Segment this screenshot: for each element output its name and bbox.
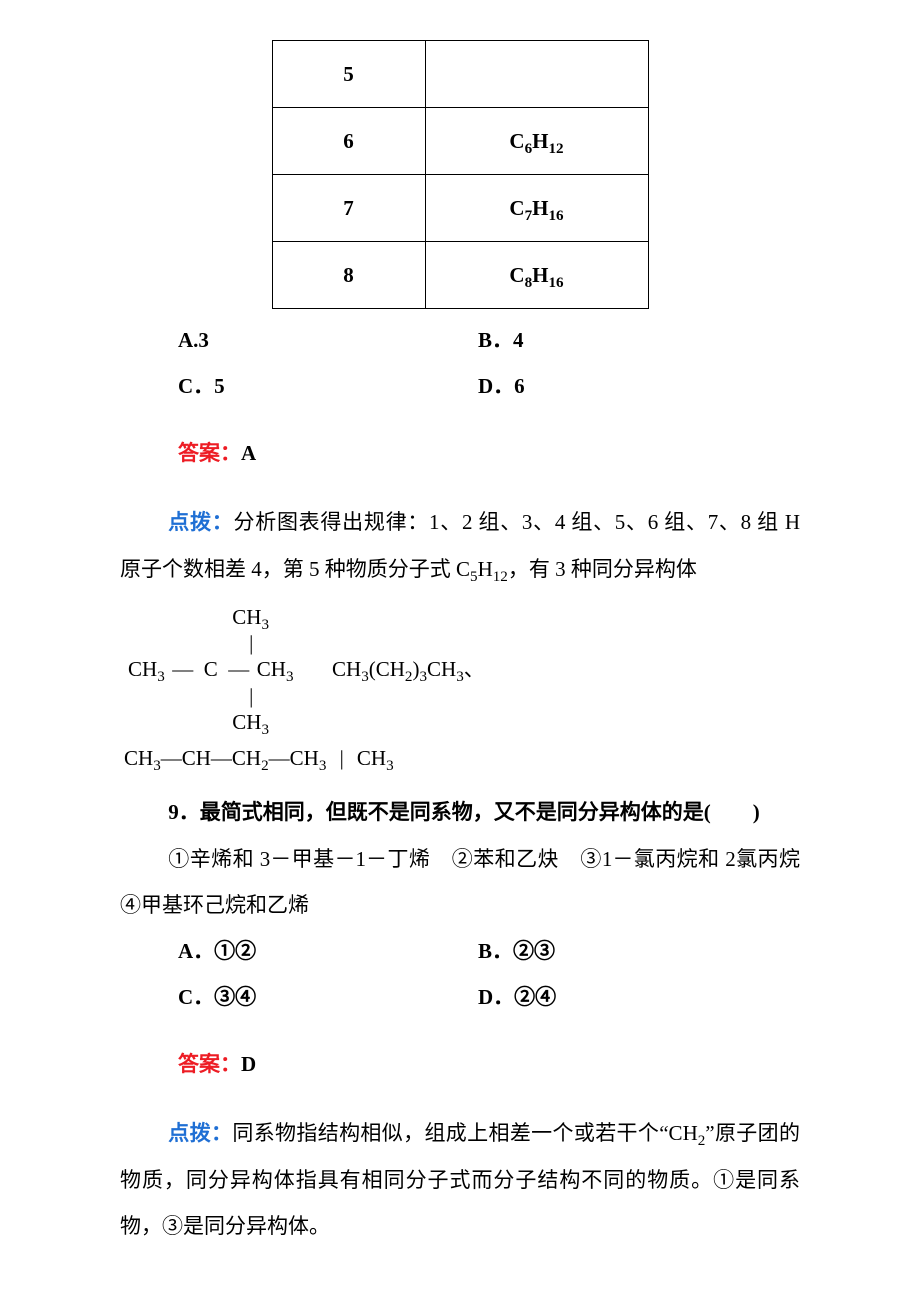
table-cell-formula: C8H16	[425, 242, 648, 309]
q9-opt-a: A．①②	[178, 928, 478, 974]
structural-formula-isopentane: CH3—CH—CH2—CH3 | CH3	[124, 745, 800, 771]
q-table-opt-c: C．5	[178, 363, 478, 409]
q9-opt-b: B．②③	[478, 928, 555, 974]
table-cell-n: 6	[272, 108, 425, 175]
q9-opt-d: D．②④	[478, 974, 556, 1020]
q-table-opt-a: A.3	[178, 317, 478, 363]
q9-options-row2: C．③④ D．②④	[120, 974, 800, 1020]
dianbo-label-2: 点拨：	[168, 1122, 232, 1145]
q9-opt-c: C．③④	[178, 974, 478, 1020]
table-cell-n: 7	[272, 175, 425, 242]
q9-number: 9．	[168, 800, 200, 824]
answer-label-2: 答案：	[178, 1053, 241, 1076]
q-table-answer-line: 答案：A	[120, 430, 800, 477]
dianbo-label: 点拨：	[168, 511, 233, 534]
q-table-answer: A	[241, 441, 256, 465]
q-table-options-row1: A.3 B．4	[120, 317, 800, 363]
structural-formula-neopentane: CH3 | CH3—C—CH3 CH3(CH2)3CH3、 | CH3	[128, 604, 800, 735]
q-table-opt-b: B．4	[478, 317, 524, 363]
q9-dianbo: 点拨：同系物指结构相似，组成上相差一个或若干个“CH2”原子团的物质，同分异构体…	[120, 1110, 800, 1250]
q-table-options-row2: C．5 D．6	[120, 363, 800, 409]
q-table-dianbo: 点拨：分析图表得出规律：1、2 组、3、4 组、5、6 组、7、8 组 H 原子…	[120, 499, 800, 592]
answer-label: 答案：	[178, 442, 241, 465]
table-row: 8C8H16	[272, 242, 648, 309]
table-cell-formula: C6H12	[425, 108, 648, 175]
table-row: 7C7H16	[272, 175, 648, 242]
q9-answer: D	[241, 1052, 256, 1076]
q9-stem-text: 最简式相同，但既不是同系物，又不是同分异构体的是( )	[200, 800, 760, 824]
q9-stem: 9．最简式相同，但既不是同系物，又不是同分异构体的是( )	[120, 789, 800, 835]
q9-options-row1: A．①② B．②③	[120, 928, 800, 974]
table-row: 6C6H12	[272, 108, 648, 175]
table-cell-n: 5	[272, 41, 425, 108]
table-cell-formula	[425, 41, 648, 108]
formula-table: 56C6H127C7H168C8H16	[272, 40, 649, 309]
table-cell-formula: C7H16	[425, 175, 648, 242]
q9-items: ①辛烯和 3－甲基－1－丁烯 ②苯和乙炔 ③1－氯丙烷和 2­氯丙烷 ④甲基环己…	[120, 836, 800, 928]
table-cell-n: 8	[272, 242, 425, 309]
q-table-opt-d: D．6	[478, 363, 525, 409]
table-row: 5	[272, 41, 648, 108]
q9-answer-line: 答案：D	[120, 1041, 800, 1088]
